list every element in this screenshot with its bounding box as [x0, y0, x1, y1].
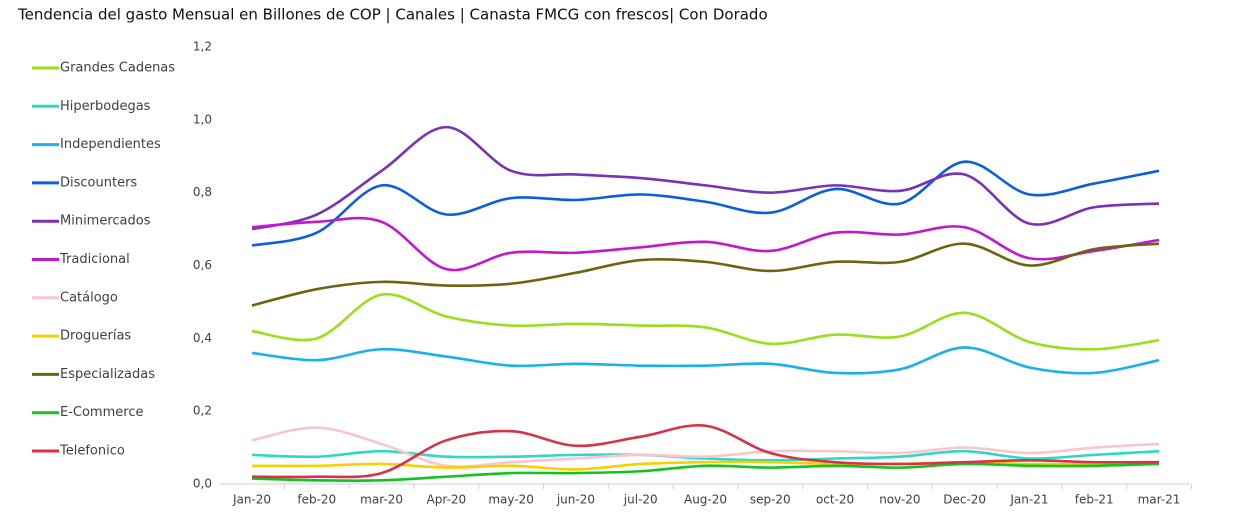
legend-label: Droguerías [60, 329, 131, 344]
legend-label: Independientes [60, 137, 161, 152]
y-tick-label: 0,6 [193, 258, 212, 272]
series-line [251, 292, 1160, 351]
x-tick-label: feb-21 [1075, 493, 1114, 507]
legend-label: Especializadas [60, 367, 155, 382]
y-tick-label: 0,0 [193, 477, 212, 491]
series-line [251, 462, 1160, 483]
x-tick-label: may-20 [488, 493, 534, 507]
x-tick-label: oct-20 [816, 493, 854, 507]
series-line [251, 449, 1160, 462]
x-tick-label: Jan-20 [232, 493, 271, 507]
y-tick-label: 0,8 [193, 185, 212, 199]
x-tick-label: Jan-21 [1009, 493, 1048, 507]
x-tick-label: nov-20 [879, 493, 920, 507]
series-line [251, 242, 1160, 307]
legend-label: Minimercados [60, 214, 151, 229]
y-tick-label: 1,2 [193, 40, 212, 54]
chart-title: Tendencia del gasto Mensual en Billones … [17, 6, 768, 24]
x-tick-label: Aug-20 [684, 493, 727, 507]
legend-label: Telefonico [59, 444, 125, 459]
x-tick-label: jun-20 [556, 493, 595, 507]
x-tick-label: jul-20 [623, 493, 658, 507]
y-tick-label: 0,2 [193, 404, 212, 418]
series-line [251, 423, 1160, 479]
x-tick-label: Apr-20 [427, 493, 467, 507]
legend-label: Tradicional [59, 252, 130, 267]
y-tick-label: 1,0 [193, 112, 212, 126]
x-tick-label: feb-20 [297, 493, 336, 507]
series-line [251, 125, 1160, 231]
series-line [251, 216, 1160, 272]
legend-label: Discounters [60, 175, 137, 190]
x-tick-label: Dec-20 [943, 493, 986, 507]
x-tick-label: mar-20 [360, 493, 403, 507]
x-tick-label: mar-21 [1138, 493, 1181, 507]
series-line [251, 160, 1160, 247]
x-tick-label: sep-20 [750, 493, 791, 507]
y-tick-label: 0,4 [193, 331, 212, 345]
series-line [251, 346, 1160, 375]
legend-label: Hiperbodegas [60, 99, 151, 114]
legend-label: Catálogo [60, 290, 118, 305]
series-line [251, 426, 1160, 468]
legend-label: Grandes Cadenas [60, 61, 175, 76]
legend-label: E-Commerce [60, 405, 143, 420]
